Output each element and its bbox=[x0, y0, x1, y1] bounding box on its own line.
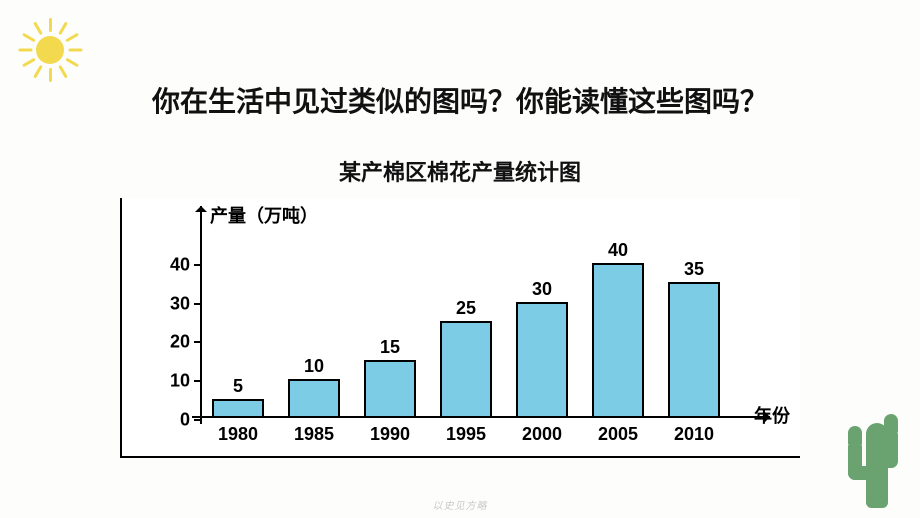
y-tick bbox=[194, 341, 200, 343]
bar-value-label: 15 bbox=[380, 337, 400, 358]
bar-chart: 产量（万吨） 年份 0 10 20 30 40 5 1980 10 1985 15 1990 25 19… bbox=[120, 198, 800, 458]
sun-ray bbox=[49, 18, 52, 32]
bar bbox=[212, 399, 264, 418]
y-tick-label: 40 bbox=[170, 254, 190, 275]
y-tick bbox=[194, 419, 200, 421]
sun-ray bbox=[58, 22, 68, 36]
x-tick-label: 1995 bbox=[446, 424, 486, 445]
y-tick-label: 0 bbox=[180, 410, 190, 431]
cactus-connector bbox=[848, 466, 874, 480]
bar bbox=[364, 360, 416, 418]
sun-ray bbox=[65, 58, 79, 68]
sun-ray bbox=[65, 33, 79, 43]
sun-ray bbox=[33, 65, 43, 79]
x-tick-label: 2005 bbox=[598, 424, 638, 445]
y-axis bbox=[200, 206, 202, 424]
bar-group: 5 bbox=[212, 376, 264, 418]
x-tick-label: 1980 bbox=[218, 424, 258, 445]
y-tick-label: 20 bbox=[170, 332, 190, 353]
page-heading: 你在生活中见过类似的图吗？你能读懂这些图吗？ bbox=[0, 80, 920, 120]
sun-core bbox=[36, 36, 64, 64]
y-tick bbox=[194, 264, 200, 266]
sun-ray bbox=[58, 65, 68, 79]
cactus-decoration bbox=[836, 408, 910, 508]
sun-ray bbox=[33, 22, 43, 36]
footer-text: 以史见方略 bbox=[0, 497, 920, 512]
bar-group: 15 bbox=[364, 337, 416, 418]
y-tick bbox=[194, 380, 200, 382]
y-tick-label: 10 bbox=[170, 371, 190, 392]
x-tick-label: 2010 bbox=[674, 424, 714, 445]
y-axis-label: 产量（万吨） bbox=[210, 202, 318, 228]
bar-group: 10 bbox=[288, 356, 340, 418]
x-tick-label: 1990 bbox=[370, 424, 410, 445]
bar-group: 35 bbox=[668, 259, 720, 418]
bar bbox=[440, 321, 492, 418]
x-tick-label: 1985 bbox=[294, 424, 334, 445]
bar-value-label: 5 bbox=[233, 376, 243, 397]
plot-area: 产量（万吨） 年份 010203040519801019851519902519… bbox=[200, 226, 730, 418]
y-tick bbox=[194, 303, 200, 305]
x-axis-label: 年份 bbox=[754, 402, 790, 428]
bar-value-label: 25 bbox=[456, 298, 476, 319]
y-axis-arrow bbox=[195, 200, 207, 212]
cactus-connector bbox=[872, 454, 898, 468]
bar bbox=[592, 263, 644, 418]
bar bbox=[288, 379, 340, 418]
bar bbox=[516, 302, 568, 418]
bar-value-label: 35 bbox=[684, 259, 704, 280]
y-tick-label: 30 bbox=[170, 293, 190, 314]
bar-group: 30 bbox=[516, 279, 568, 418]
bar-group: 40 bbox=[592, 240, 644, 418]
sun-decoration bbox=[18, 18, 82, 82]
x-tick-label: 2000 bbox=[522, 424, 562, 445]
bar-value-label: 40 bbox=[608, 240, 628, 261]
sun-ray bbox=[22, 33, 36, 43]
bar-group: 25 bbox=[440, 298, 492, 418]
bar-value-label: 10 bbox=[304, 356, 324, 377]
sun-ray bbox=[68, 49, 82, 52]
sun-ray bbox=[22, 58, 36, 68]
chart-title: 某产棉区棉花产量统计图 bbox=[0, 155, 920, 187]
bar bbox=[668, 282, 720, 418]
bar-value-label: 30 bbox=[532, 279, 552, 300]
sun-ray bbox=[18, 49, 32, 52]
